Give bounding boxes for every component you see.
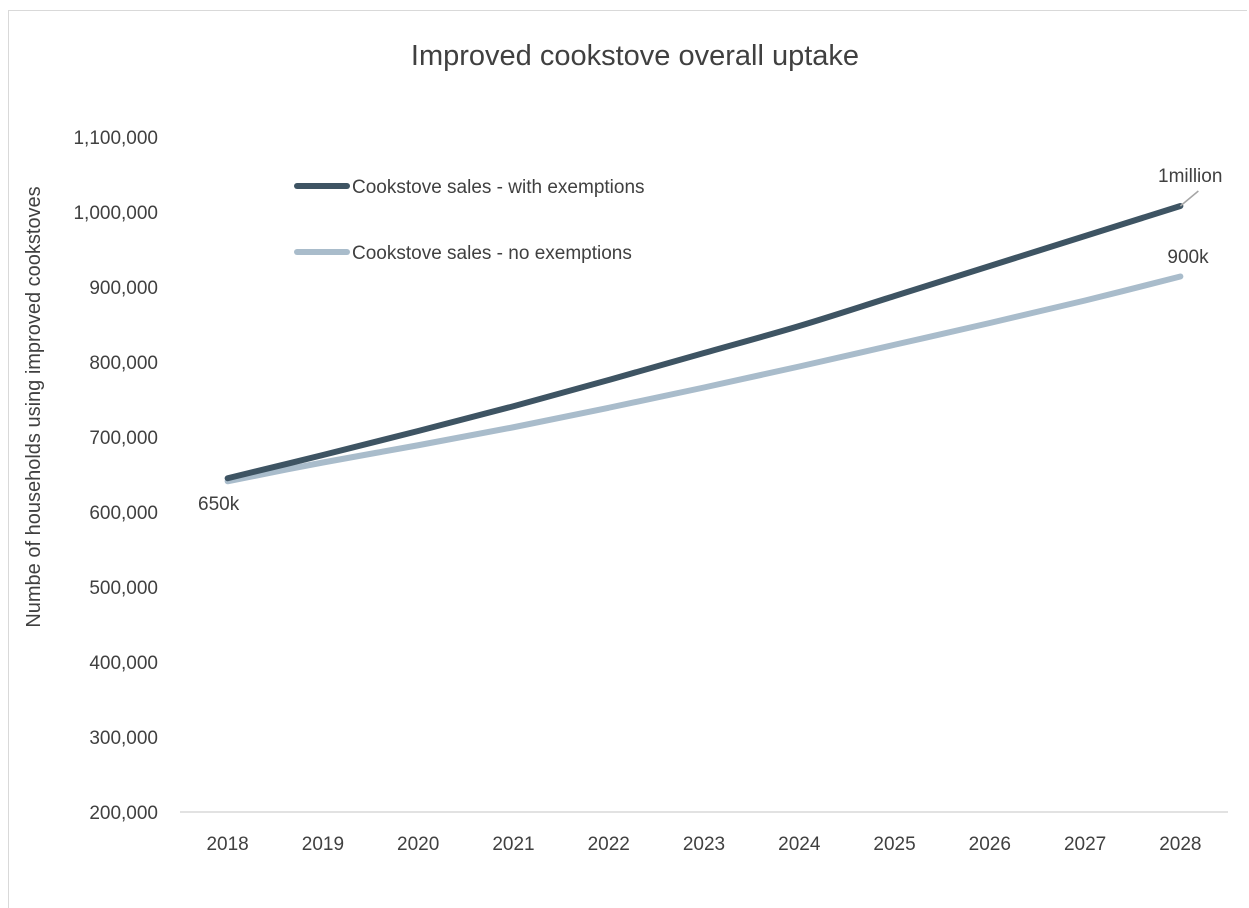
y-tick-label: 700,000 [89, 428, 158, 449]
y-tick-label: 600,000 [89, 503, 158, 524]
x-tick-label: 2018 [206, 834, 248, 855]
y-tick-labels: 200,000 300,000 400,000 500,000 600,000 700,0… [73, 128, 158, 824]
x-tick-label: 2021 [492, 834, 534, 855]
x-tick-label: 2024 [778, 834, 821, 855]
chart-title: Improved cookstove overall uptake [411, 40, 859, 72]
x-tick-label: 2023 [683, 834, 725, 855]
x-tick-label: 2026 [969, 834, 1011, 855]
x-tick-label: 2027 [1064, 834, 1106, 855]
x-tick-labels: 2018 2019 2020 2021 2022 2023 2024 2025 2026 2027… [206, 834, 1201, 855]
series-line-1 [224, 273, 1184, 485]
x-tick-label: 2020 [397, 834, 439, 855]
y-tick-label: 900,000 [89, 278, 158, 299]
legend: Cookstove sales - with exemptions Cooksto… [294, 177, 645, 264]
legend-label-1: Cookstove sales - no exemptions [352, 243, 632, 264]
y-tick-label: 1,100,000 [73, 128, 158, 149]
x-tick-label: 2025 [873, 834, 915, 855]
legend-label-0: Cookstove sales - with exemptions [352, 177, 645, 198]
y-tick-label: 200,000 [89, 803, 158, 824]
annotation-end-with-exemptions: 1million [1158, 166, 1222, 187]
annotation-leader-line [1179, 190, 1199, 207]
y-tick-label: 400,000 [89, 653, 158, 674]
y-axis-title: Numbe of households using improved cooks… [23, 186, 45, 627]
series-lines [224, 203, 1184, 485]
y-tick-label: 800,000 [89, 353, 158, 374]
chart-frame [8, 10, 1247, 908]
x-tick-label: 2028 [1159, 834, 1201, 855]
y-tick-label: 1,000,000 [73, 203, 158, 224]
x-tick-label: 2022 [588, 834, 630, 855]
series-line-0 [224, 203, 1184, 482]
y-tick-label: 300,000 [89, 728, 158, 749]
annotation-end-no-exemptions: 900k [1167, 247, 1209, 268]
y-tick-label: 500,000 [89, 578, 158, 599]
annotations: 650k 1million 900k [198, 166, 1222, 515]
annotation-start: 650k [198, 494, 240, 515]
x-tick-label: 2019 [302, 834, 344, 855]
